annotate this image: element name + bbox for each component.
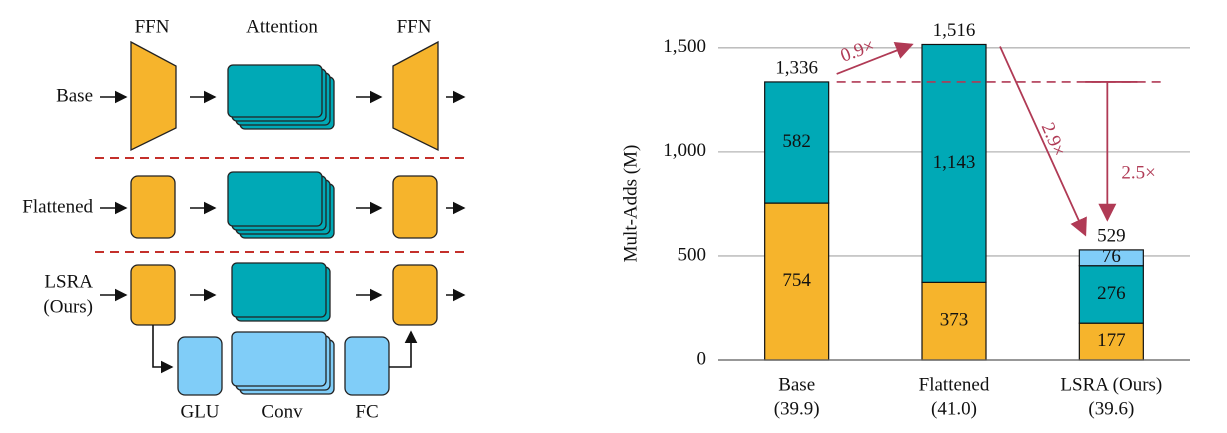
value-label: 582 [782,131,811,152]
value-label: 373 [940,310,969,331]
x-tick-label: Flattened [919,374,990,395]
ffn-block [392,40,439,152]
x-tick-label: LSRA (Ours) [1060,374,1162,395]
conv-block [231,331,327,387]
y-tick-label: 1,500 [663,36,706,57]
attention-block [227,64,323,118]
bar-segment [1078,265,1144,324]
row-label: LSRA [44,271,93,292]
attention-block [231,262,327,318]
total-label: 529 [1097,225,1126,246]
bar-segment [764,202,830,361]
annotation: 2.5× [1121,162,1155,183]
chart: Mult-Adds (M) 0 500 1,000 1,500 754 582 1,336 Ba… [620,20,1190,419]
branch-label: GLU [180,401,219,422]
ffn-block [130,40,177,152]
annotation-arrow [999,46,1087,237]
row-label: (Ours) [43,296,93,317]
ffn-block [130,175,176,239]
attention-block [227,171,323,227]
row-label: Base [56,85,93,106]
y-tick-label: 1,000 [663,140,706,161]
bar-segment [921,281,987,361]
y-axis-label: Mult-Adds (M) [620,145,641,263]
arrow [389,330,418,368]
value-label: 754 [782,270,811,291]
bar-segment [764,81,830,204]
y-tick-label: 0 [697,348,707,369]
bar-segment [1078,249,1144,267]
x-tick-label: Base [778,374,815,395]
bar-segment [1078,322,1144,361]
value-label: 1,143 [933,152,976,173]
value-label: 276 [1097,283,1126,304]
x-tick-sublabel: (41.0) [931,398,977,419]
ffn-block [130,264,176,326]
bar-segment [921,43,987,283]
x-tick-sublabel: (39.9) [774,398,820,419]
x-tick-sublabel: (39.6) [1088,398,1134,419]
ffn-block [392,175,438,239]
total-label: 1,336 [775,57,818,78]
arrow [152,325,174,374]
branch-label: FC [355,401,378,422]
column-label: FFN [135,16,170,37]
fc-block [344,336,390,396]
y-tick-label: 500 [678,244,707,265]
architecture-diagram: FFN Attention FFN Base Flattened LSRA (O… [22,16,466,422]
annotation-arrow [836,42,914,75]
total-label: 1,516 [933,20,976,41]
row-label: Flattened [22,196,93,217]
column-label: FFN [397,16,432,37]
column-label: Attention [246,16,318,37]
value-label: 76 [1102,246,1121,267]
branch-label: Conv [261,401,303,422]
value-label: 177 [1097,330,1126,351]
ffn-block [392,264,438,326]
annotation: 0.9× [838,35,878,67]
glu-block [177,336,223,396]
